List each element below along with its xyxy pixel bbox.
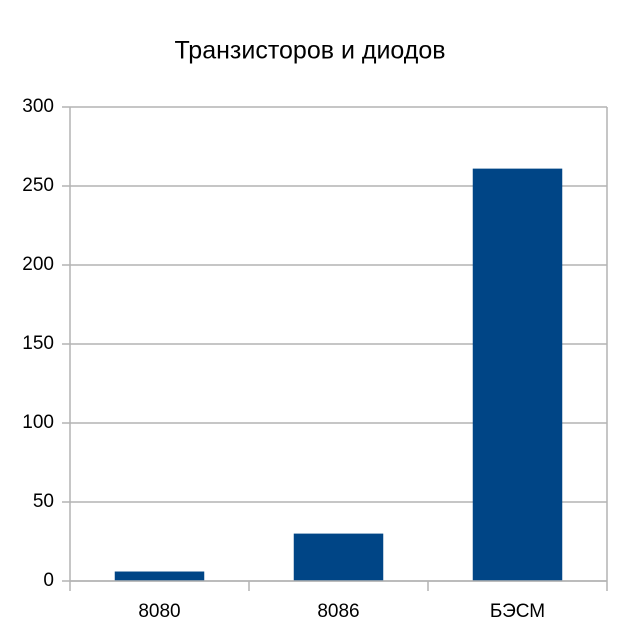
y-tick-label: 150 [22, 333, 54, 354]
bar [114, 571, 205, 581]
bar [472, 168, 563, 581]
x-tick-label: 8080 [138, 601, 180, 622]
x-tick-label: БЭСМ [490, 601, 545, 622]
y-tick-label: 0 [43, 570, 54, 591]
y-tick-label: 50 [33, 491, 54, 512]
y-tick-label: 200 [22, 254, 54, 275]
y-tick-label: 250 [22, 175, 54, 196]
y-tick-label: 100 [22, 412, 54, 433]
y-tick-label: 300 [22, 96, 54, 117]
chart-title: Транзисторов и диодов [174, 37, 445, 65]
x-tick-label: 8086 [317, 601, 359, 622]
bar [293, 533, 384, 581]
